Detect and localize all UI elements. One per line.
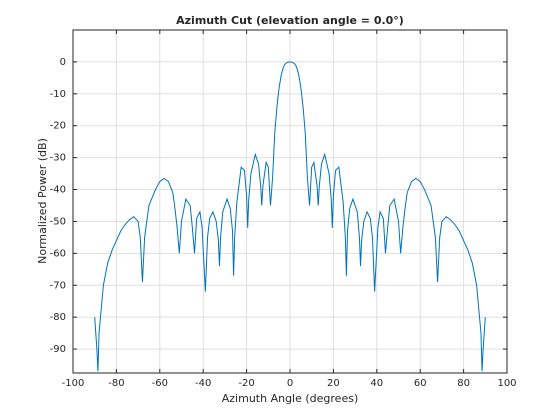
x-tick-label: 20 [327, 378, 340, 389]
x-tick-label: 60 [414, 378, 427, 389]
x-tick-label: -60 [152, 378, 168, 389]
y-tick-label: -10 [50, 89, 66, 100]
line-series [94, 61, 486, 372]
x-tick-label: -20 [238, 378, 254, 389]
y-tick-label: -40 [50, 185, 66, 196]
y-tick-label: -50 [50, 216, 66, 227]
x-tick-label: 40 [370, 378, 383, 389]
y-axis-label: Normalized Power (dB) [36, 138, 49, 264]
y-tick-label: 0 [60, 57, 66, 68]
x-tick-label: 80 [457, 378, 470, 389]
y-tick-label: -60 [50, 248, 66, 259]
ticks: -100 -80 -60 -40 -20 0 20 40 60 80 100-90-80-70-60… [50, 30, 517, 389]
y-tick-label: -90 [50, 344, 66, 355]
chart-title: Azimuth Cut (elevation angle = 0.0°) [176, 14, 404, 27]
plot-area [94, 61, 486, 372]
x-tick-label: 100 [497, 378, 516, 389]
y-tick-label: -70 [50, 280, 66, 291]
y-tick-label: -20 [50, 121, 66, 132]
x-tick-label: -40 [195, 378, 211, 389]
y-tick-label: -30 [50, 153, 66, 164]
x-tick-label: -80 [108, 378, 124, 389]
x-tick-label: 0 [287, 378, 293, 389]
x-tick-label: -100 [62, 378, 85, 389]
x-axis-label: Azimuth Angle (degrees) [222, 392, 359, 405]
y-tick-label: -80 [50, 312, 66, 323]
